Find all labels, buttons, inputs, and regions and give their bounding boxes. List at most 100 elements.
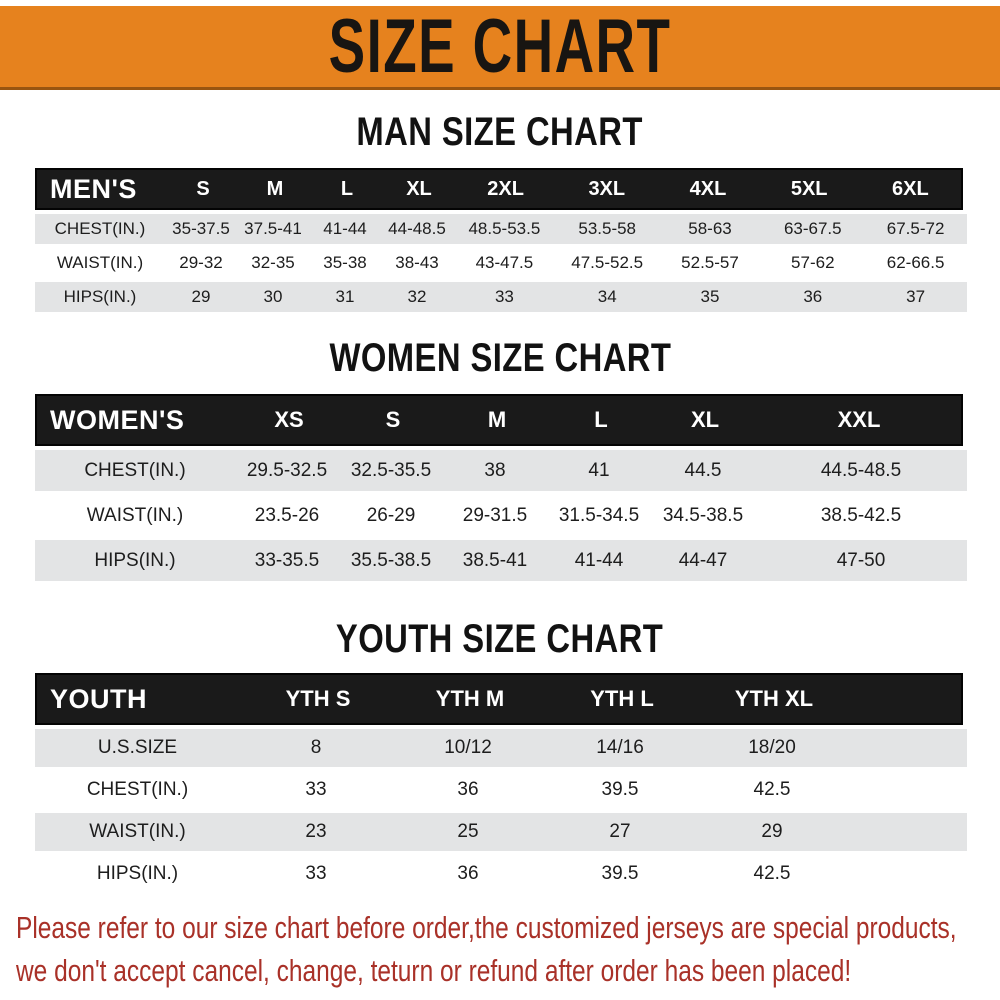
women-waist-row: WAIST(IN.) 23.5-26 26-29 29-31.5 31.5-34… xyxy=(35,495,967,536)
table-cell: 38-43 xyxy=(395,253,439,272)
table-cell: 31 xyxy=(335,287,355,306)
women-size-col-header: XL xyxy=(690,407,720,432)
table-cell: 39.5 xyxy=(601,779,639,800)
table-cell: 23.5-26 xyxy=(254,504,320,526)
table-cell: 34.5-38.5 xyxy=(662,504,744,526)
table-cell: 42.5 xyxy=(753,779,791,800)
table-cell: 18/20 xyxy=(748,737,796,758)
youth-table-header-row: YOUTH YTH S YTH M YTH L YTH XL xyxy=(35,673,963,725)
table-cell: 26-29 xyxy=(366,504,416,526)
row-label: HIPS(IN.) xyxy=(63,287,137,306)
table-cell: 29-31.5 xyxy=(462,504,528,526)
youth-ussize-row: U.S.SIZE 8 10/12 14/16 18/20 xyxy=(35,729,967,767)
table-cell: 67.5-72 xyxy=(886,219,945,238)
table-cell: 42.5 xyxy=(753,863,791,884)
man-hips-row: HIPS(IN.) 29 30 31 32 33 34 35 36 37 xyxy=(35,282,967,312)
table-cell: 32 xyxy=(407,287,427,306)
youth-chest-row: CHEST(IN.) 33 36 39.5 42.5 xyxy=(35,771,967,809)
women-size-col-header: XXL xyxy=(837,407,881,432)
table-cell: 29-32 xyxy=(179,253,223,272)
youth-size-col-header: YTH S xyxy=(285,686,351,711)
table-cell: 52.5-57 xyxy=(681,253,739,272)
man-chest-row: CHEST(IN.) 35-37.5 37.5-41 41-44 44-48.5… xyxy=(35,214,967,244)
table-cell: 36 xyxy=(457,779,479,800)
table-cell: 43-47.5 xyxy=(475,253,534,272)
table-cell: 39.5 xyxy=(601,863,639,884)
table-cell: 33 xyxy=(305,779,327,800)
youth-size-col-header: YTH M xyxy=(435,686,505,711)
table-cell: 29 xyxy=(191,287,211,306)
table-cell: 29.5-32.5 xyxy=(246,459,328,481)
table-cell: 38.5-41 xyxy=(462,549,528,571)
youth-chart-title: YOUTH SIZE CHART xyxy=(0,617,1000,661)
order-note-line-2: we don't accept cancel, change, teturn o… xyxy=(16,953,852,988)
table-cell: 47-50 xyxy=(836,549,886,571)
table-cell: 44-47 xyxy=(678,549,728,571)
table-cell: 33 xyxy=(305,863,327,884)
table-cell: 44-48.5 xyxy=(388,219,446,238)
man-table-header-row: MEN'S S M L XL 2XL 3XL 4XL 5XL 6XL xyxy=(35,168,963,210)
row-label: HIPS(IN.) xyxy=(94,549,176,571)
table-cell: 8 xyxy=(310,737,322,758)
youth-table-header-label: YOUTH xyxy=(50,683,147,714)
table-cell: 37.5-41 xyxy=(244,219,302,238)
banner: SIZE CHART xyxy=(0,4,1000,90)
women-hips-row: HIPS(IN.) 33-35.5 35.5-38.5 38.5-41 41-4… xyxy=(35,540,967,581)
man-chart-title-text: MAN SIZE CHART xyxy=(356,110,644,154)
row-label: WAIST(IN.) xyxy=(86,504,184,526)
row-label: U.S.SIZE xyxy=(97,737,178,758)
table-cell: 23 xyxy=(305,821,327,842)
youth-size-col-header: YTH XL xyxy=(734,686,814,711)
table-cell: 62-66.5 xyxy=(886,253,945,272)
order-note: Please refer to our size chart before or… xyxy=(16,909,1000,995)
youth-size-table: YOUTH YTH S YTH M YTH L YTH XL U.S.SIZE … xyxy=(35,673,1000,893)
table-cell: 36 xyxy=(803,287,823,306)
man-chart-title: MAN SIZE CHART xyxy=(0,110,1000,154)
order-note-line-1: Please refer to our size chart before or… xyxy=(16,910,957,945)
row-label: HIPS(IN.) xyxy=(96,863,179,884)
table-cell: 32-35 xyxy=(251,253,295,272)
table-cell: 48.5-53.5 xyxy=(468,219,541,238)
man-size-col-header: 5XL xyxy=(790,177,828,200)
table-cell: 44.5 xyxy=(684,459,722,481)
man-size-col-header: S xyxy=(196,177,210,200)
table-cell: 31.5-34.5 xyxy=(558,504,640,526)
man-waist-row: WAIST(IN.) 29-32 32-35 35-38 38-43 43-47… xyxy=(35,248,967,278)
women-chart-title-text: WOMEN SIZE CHART xyxy=(329,336,671,380)
table-cell: 35.5-38.5 xyxy=(350,549,432,571)
size-chart-page: SIZE CHART MAN SIZE CHART MEN'S S M L XL… xyxy=(0,4,1000,995)
man-size-col-header: XL xyxy=(406,177,432,200)
man-size-col-header: L xyxy=(340,177,354,200)
youth-hips-row: HIPS(IN.) 33 36 39.5 42.5 xyxy=(35,855,967,893)
table-cell: 35-37.5 xyxy=(172,219,230,238)
women-chest-row: CHEST(IN.) 29.5-32.5 32.5-35.5 38 41 44.… xyxy=(35,450,967,491)
man-size-col-header: M xyxy=(266,177,284,200)
table-cell: 30 xyxy=(263,287,283,306)
man-size-col-header: 3XL xyxy=(588,177,626,200)
women-size-col-header: L xyxy=(594,407,608,432)
table-cell: 35-38 xyxy=(323,253,367,272)
row-label: CHEST(IN.) xyxy=(84,459,186,481)
table-cell: 63-67.5 xyxy=(783,219,842,238)
youth-size-col-header: YTH L xyxy=(590,686,654,711)
youth-waist-row: WAIST(IN.) 23 25 27 29 xyxy=(35,813,967,851)
row-label: CHEST(IN.) xyxy=(86,779,189,800)
women-size-col-header: S xyxy=(385,407,401,432)
table-cell: 38.5-42.5 xyxy=(820,504,902,526)
table-cell: 27 xyxy=(609,821,631,842)
table-cell: 33-35.5 xyxy=(254,549,320,571)
table-cell: 29 xyxy=(761,821,783,842)
row-label: CHEST(IN.) xyxy=(54,219,146,238)
man-size-table: MEN'S S M L XL 2XL 3XL 4XL 5XL 6XL CHEST… xyxy=(35,168,1000,312)
women-size-col-header: XS xyxy=(274,407,304,432)
man-size-col-header: 4XL xyxy=(689,177,727,200)
man-size-col-header: 6XL xyxy=(892,177,929,200)
women-size-col-header: M xyxy=(487,407,507,432)
table-cell: 53.5-58 xyxy=(578,219,637,238)
row-label: WAIST(IN.) xyxy=(56,253,144,272)
youth-chart-title-text: YOUTH SIZE CHART xyxy=(336,617,664,661)
man-table-header-label: MEN'S xyxy=(50,173,137,204)
table-cell: 35 xyxy=(700,287,720,306)
table-cell: 36 xyxy=(457,863,479,884)
women-table-header-row: WOMEN'S XS S M L XL XXL xyxy=(35,394,963,446)
